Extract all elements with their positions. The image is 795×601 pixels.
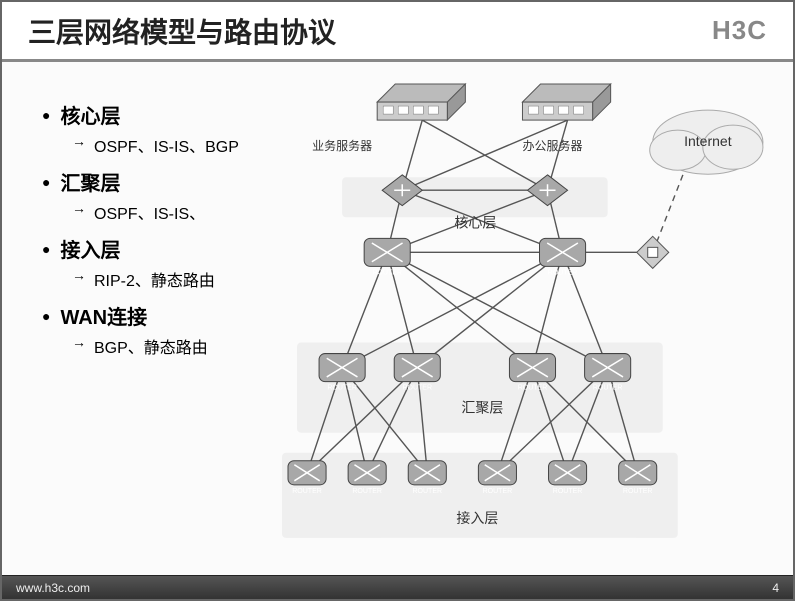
content: 核心层 OSPF、IS-IS、BGP 汇聚层 OSPF、IS-IS、 接入层 R…	[2, 72, 793, 573]
core-routers: ROUTER ROUTER	[364, 238, 585, 276]
header: 三层网络模型与路由协议 H3C	[2, 2, 793, 62]
svg-text:ROUTER: ROUTER	[327, 385, 357, 392]
network-svg: ROUTERROUTER ROUTERROUTERROUTERROUTER RO…	[282, 72, 793, 573]
svg-text:ROUTER: ROUTER	[412, 488, 442, 495]
svg-text:ROUTER: ROUTER	[548, 269, 578, 276]
svg-text:ROUTER: ROUTER	[292, 488, 322, 495]
bullet-core: 核心层	[42, 100, 282, 129]
footer-page: 4	[772, 581, 779, 595]
svg-text:汇聚层: 汇聚层	[461, 400, 503, 416]
svg-text:办公服务器: 办公服务器	[522, 138, 582, 153]
svg-text:ROUTER: ROUTER	[372, 269, 402, 276]
bullet-access-sub: RIP-2、静态路由	[72, 267, 282, 291]
bullet-wan-sub: BGP、静态路由	[72, 334, 282, 358]
svg-text:业务服务器: 业务服务器	[312, 138, 372, 153]
svg-text:ROUTER: ROUTER	[483, 488, 513, 495]
bullet-wan: WAN连接	[42, 301, 282, 330]
bullet-dist-sub: OSPF、IS-IS、	[72, 200, 282, 224]
bullet-access: 接入层	[42, 234, 282, 263]
svg-text:Internet: Internet	[684, 133, 732, 149]
svg-text:接入层: 接入层	[456, 510, 498, 526]
svg-text:ROUTER: ROUTER	[553, 488, 583, 495]
slide-title: 三层网络模型与路由协议	[28, 11, 336, 51]
footer-url: www.h3c.com	[16, 581, 90, 595]
svg-text:ROUTER: ROUTER	[402, 385, 432, 392]
svg-text:ROUTER: ROUTER	[593, 385, 623, 392]
bullet-core-sub: OSPF、IS-IS、BGP	[72, 133, 282, 157]
bullet-dist: 汇聚层	[42, 167, 282, 196]
svg-text:ROUTER: ROUTER	[352, 488, 382, 495]
svg-text:ROUTER: ROUTER	[518, 385, 548, 392]
footer: www.h3c.com 4	[2, 575, 793, 599]
svg-text:核心层: 核心层	[454, 214, 496, 230]
network-diagram: ROUTERROUTER ROUTERROUTERROUTERROUTER RO…	[282, 72, 793, 573]
svg-text:ROUTER: ROUTER	[623, 488, 653, 495]
slide: 三层网络模型与路由协议 H3C 核心层 OSPF、IS-IS、BGP 汇聚层 O…	[0, 0, 795, 601]
bullet-list: 核心层 OSPF、IS-IS、BGP 汇聚层 OSPF、IS-IS、 接入层 R…	[2, 72, 282, 573]
gateway	[637, 236, 669, 268]
logo-h3c: H3C	[712, 15, 767, 46]
servers	[377, 84, 610, 120]
